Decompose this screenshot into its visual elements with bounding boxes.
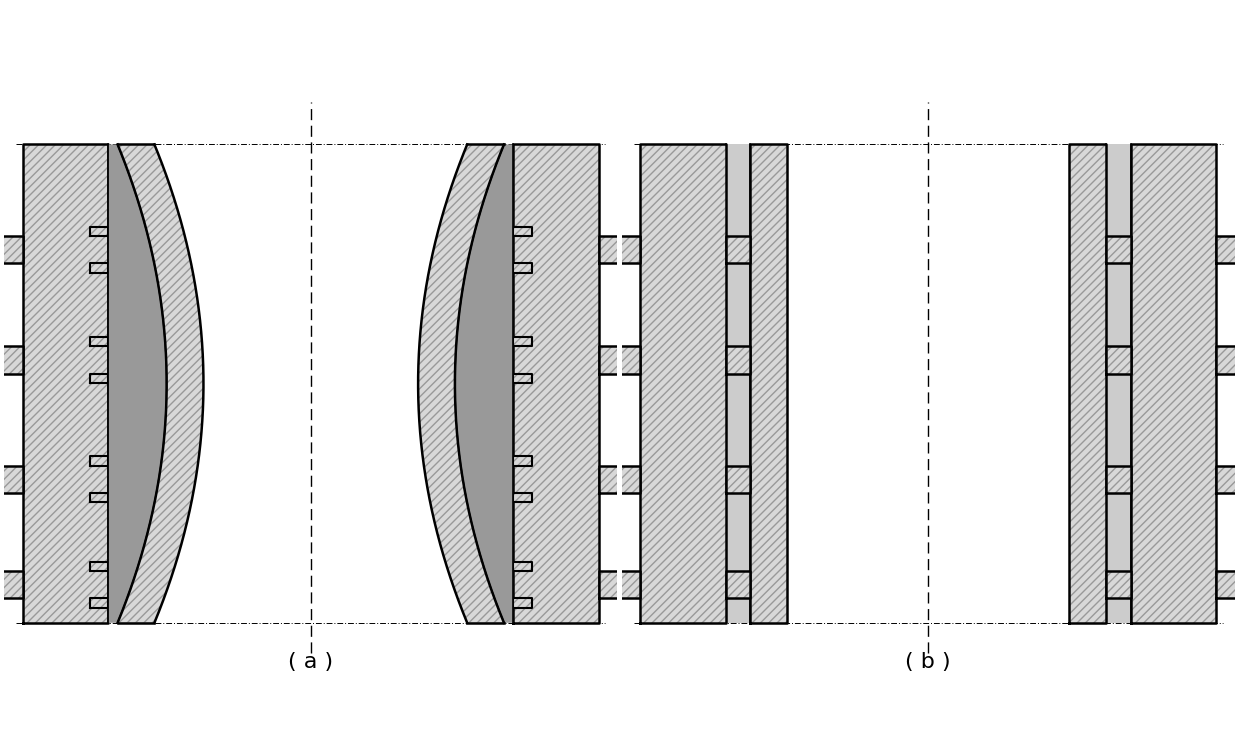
Polygon shape [90, 562, 109, 571]
Polygon shape [513, 374, 532, 383]
Polygon shape [513, 562, 532, 571]
Polygon shape [90, 493, 109, 502]
Polygon shape [726, 236, 751, 263]
Polygon shape [1217, 571, 1239, 598]
Polygon shape [1217, 346, 1239, 374]
Polygon shape [1069, 144, 1106, 623]
Text: a: a [1113, 168, 1147, 248]
Polygon shape [513, 493, 532, 502]
Polygon shape [513, 598, 532, 608]
Polygon shape [513, 144, 598, 623]
Polygon shape [0, 571, 22, 598]
Polygon shape [598, 466, 642, 493]
Polygon shape [90, 374, 109, 383]
Polygon shape [513, 337, 532, 346]
Polygon shape [1106, 466, 1130, 493]
Polygon shape [1106, 346, 1130, 374]
Text: ( a ): ( a ) [289, 652, 333, 672]
Polygon shape [0, 236, 22, 263]
Polygon shape [598, 571, 642, 598]
Polygon shape [90, 226, 109, 236]
Polygon shape [90, 337, 109, 346]
Polygon shape [513, 456, 532, 466]
Polygon shape [598, 346, 642, 374]
Polygon shape [598, 236, 642, 263]
Text: ( b ): ( b ) [906, 652, 952, 672]
Polygon shape [513, 263, 532, 273]
Polygon shape [118, 144, 203, 623]
Polygon shape [90, 263, 109, 273]
Polygon shape [726, 144, 751, 623]
Polygon shape [726, 346, 751, 374]
Polygon shape [513, 226, 532, 236]
Polygon shape [455, 144, 513, 623]
Text: b: b [421, 363, 494, 381]
Polygon shape [597, 236, 641, 263]
Polygon shape [597, 466, 641, 493]
Polygon shape [597, 346, 641, 374]
Polygon shape [751, 144, 787, 623]
Polygon shape [726, 466, 751, 493]
Polygon shape [1130, 144, 1217, 623]
Polygon shape [0, 346, 22, 374]
Polygon shape [1217, 236, 1239, 263]
Polygon shape [90, 456, 109, 466]
Text: a: a [482, 168, 586, 564]
Polygon shape [418, 144, 504, 623]
Polygon shape [726, 571, 751, 598]
Polygon shape [1106, 236, 1130, 263]
Polygon shape [1106, 144, 1130, 623]
Polygon shape [22, 144, 109, 623]
Polygon shape [1106, 571, 1130, 598]
Polygon shape [641, 144, 726, 623]
Text: b: b [1070, 363, 1124, 476]
Polygon shape [0, 466, 22, 493]
Polygon shape [597, 571, 641, 598]
Polygon shape [1217, 466, 1239, 493]
Polygon shape [90, 598, 109, 608]
Polygon shape [109, 144, 167, 623]
